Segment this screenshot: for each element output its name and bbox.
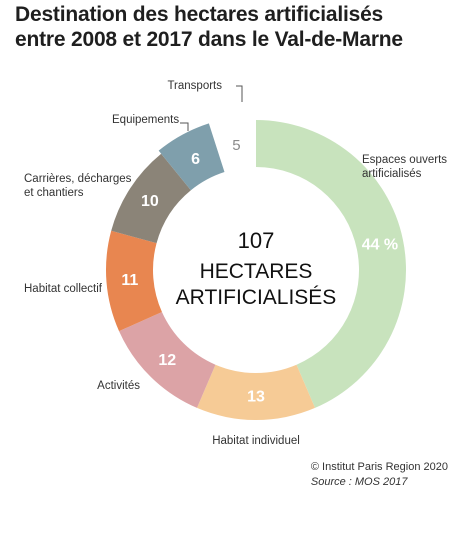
slice-label-2: Habitat individuel bbox=[212, 435, 300, 447]
leader-line-6 bbox=[180, 122, 189, 131]
copyright-text: © Institut Paris Region 2020 bbox=[310, 461, 448, 473]
center-text-3: ARTIFICIALISÉS bbox=[176, 286, 337, 309]
slice-value-1: 44 % bbox=[362, 237, 398, 254]
slice-4 bbox=[106, 230, 162, 332]
slice-value-3: 12 bbox=[158, 352, 176, 369]
slice-value-7: 5 bbox=[232, 137, 240, 154]
center-text-1: 107 bbox=[238, 228, 275, 253]
center-text-2: HECTARES bbox=[200, 260, 313, 283]
slice-1 bbox=[256, 120, 407, 408]
slice-label-4: Habitat collectif bbox=[24, 283, 103, 295]
slice-value-2: 13 bbox=[247, 389, 265, 406]
slice-6 bbox=[158, 123, 225, 191]
slice-label-3: Activités bbox=[97, 380, 140, 392]
slice-label-7: Transports bbox=[167, 80, 222, 92]
slice-2 bbox=[196, 364, 316, 421]
source-text: Source : MOS 2017 bbox=[310, 476, 408, 488]
slice-label-5: Carrières, décharges et chantiers bbox=[24, 173, 132, 199]
slice-value-5: 10 bbox=[141, 193, 159, 210]
slice-value-6: 6 bbox=[191, 151, 200, 168]
leader-line-7 bbox=[236, 85, 243, 102]
slice-5 bbox=[111, 153, 191, 244]
chart-title: Destination des hectares artificialisés … bbox=[15, 2, 403, 52]
slice-label-1: Espaces ouverts artificialisés bbox=[362, 154, 447, 180]
slice-3 bbox=[119, 311, 216, 408]
slice-value-4: 11 bbox=[121, 272, 138, 289]
title-line-1: Destination des hectares artificialisés bbox=[15, 3, 384, 26]
credit-block: © Institut Paris Region 2020 Source : MO… bbox=[311, 460, 448, 490]
title-line-2: entre 2008 et 2017 dans le Val-de-Marne bbox=[15, 28, 403, 51]
slice-label-6: Equipements bbox=[112, 114, 179, 126]
